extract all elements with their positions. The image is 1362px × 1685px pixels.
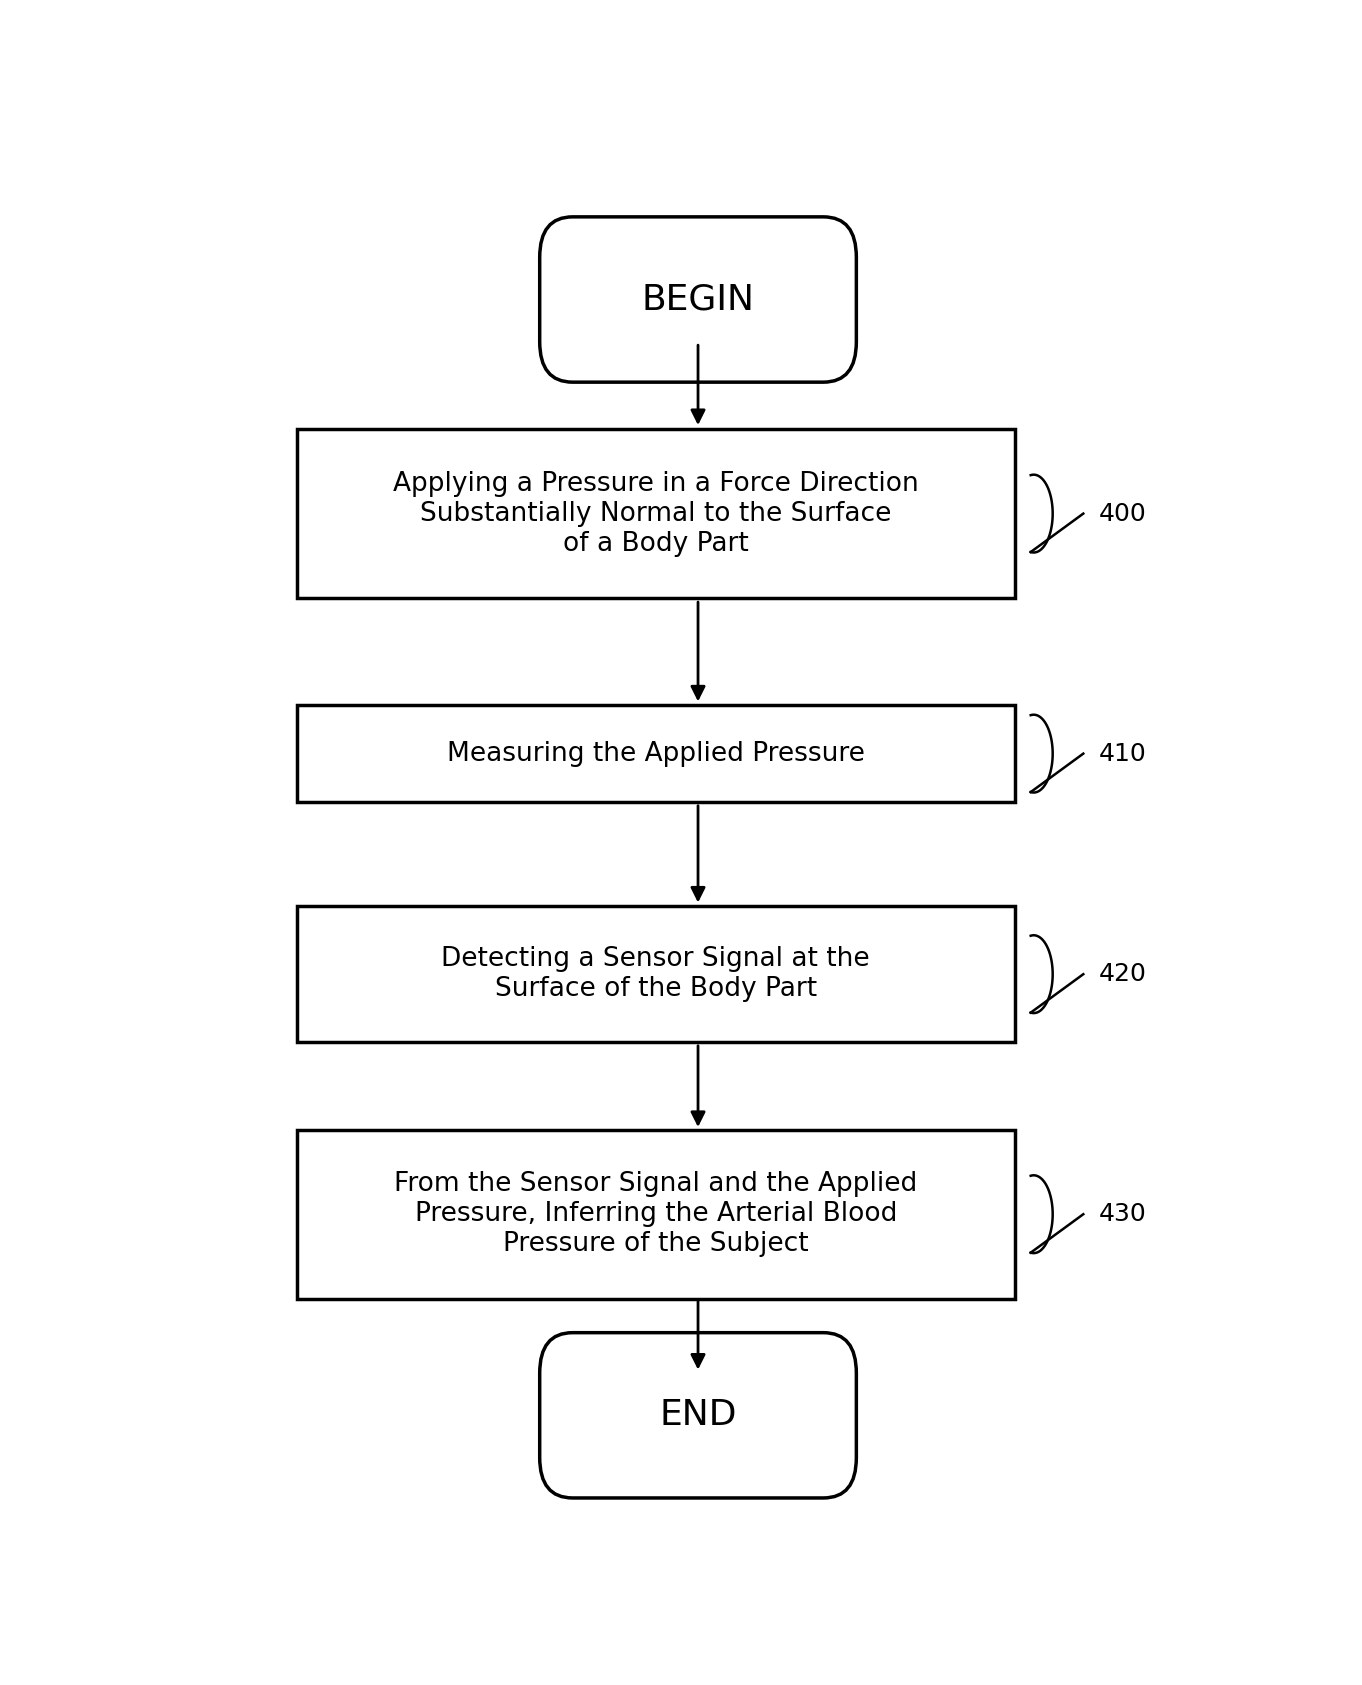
FancyBboxPatch shape (297, 430, 1015, 598)
FancyBboxPatch shape (297, 704, 1015, 802)
Text: 420: 420 (1099, 962, 1147, 986)
Text: Applying a Pressure in a Force Direction
Substantially Normal to the Surface
of : Applying a Pressure in a Force Direction… (392, 470, 919, 556)
Text: 410: 410 (1099, 741, 1147, 765)
Text: From the Sensor Signal and the Applied
Pressure, Inferring the Arterial Blood
Pr: From the Sensor Signal and the Applied P… (394, 1171, 918, 1257)
Text: 430: 430 (1099, 1201, 1147, 1227)
Text: 400: 400 (1099, 502, 1147, 526)
FancyBboxPatch shape (539, 217, 857, 382)
Text: BEGIN: BEGIN (642, 283, 755, 317)
FancyBboxPatch shape (539, 1333, 857, 1498)
Text: Measuring the Applied Pressure: Measuring the Applied Pressure (447, 741, 865, 767)
Text: Detecting a Sensor Signal at the
Surface of the Body Part: Detecting a Sensor Signal at the Surface… (441, 947, 870, 1003)
FancyBboxPatch shape (297, 907, 1015, 1043)
FancyBboxPatch shape (297, 1131, 1015, 1299)
Text: END: END (659, 1399, 737, 1432)
